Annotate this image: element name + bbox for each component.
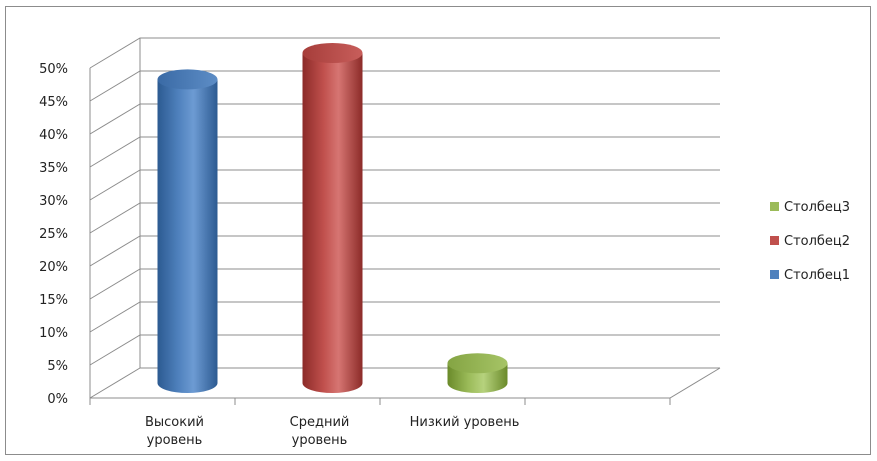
legend-swatch [770, 202, 779, 211]
x-axis-categories: Высокий уровень Средний уровень Низкий урове… [145, 415, 519, 448]
chart-frame [5, 6, 871, 455]
bars [157, 43, 508, 394]
category-label: уровень [292, 433, 348, 448]
y-tick-label: 40% [39, 128, 68, 143]
y-tick-label: 35% [39, 161, 68, 176]
y-tick-label: 15% [39, 293, 68, 308]
y-axis-ticks: 0% 5% 10% 15% 20% 25% 30% 35% 40% 45% 50% [39, 62, 68, 407]
legend-swatch [770, 270, 779, 279]
bar [157, 69, 218, 394]
y-tick-label: 50% [39, 62, 68, 77]
y-tick-label: 45% [39, 95, 68, 110]
category-label: Средний [290, 415, 350, 430]
bar [447, 353, 508, 393]
legend-label: Столбец2 [784, 234, 850, 249]
y-tick-label: 30% [39, 194, 68, 209]
bar-top [447, 353, 508, 374]
category-label: уровень [147, 433, 203, 448]
gridlines [89, 37, 721, 405]
legend: Столбец3 Столбец2 Столбец1 [770, 200, 850, 283]
legend-label: Столбец3 [784, 200, 850, 215]
category-label: Высокий [145, 415, 204, 430]
bar [302, 43, 363, 393]
bar-top [157, 69, 218, 90]
bar-top [302, 43, 363, 63]
bar-body [157, 79, 218, 394]
y-tick-label: 25% [39, 227, 68, 242]
legend-swatch [770, 236, 779, 245]
category-label: Низкий уровень [410, 415, 520, 430]
gridline [89, 37, 720, 69]
y-tick-label: 20% [39, 260, 68, 275]
legend-label: Столбец1 [784, 268, 850, 283]
y-tick-label: 0% [47, 392, 68, 407]
y-tick-label: 10% [39, 326, 68, 341]
y-tick-label: 5% [47, 359, 68, 374]
bar-body [302, 53, 363, 393]
